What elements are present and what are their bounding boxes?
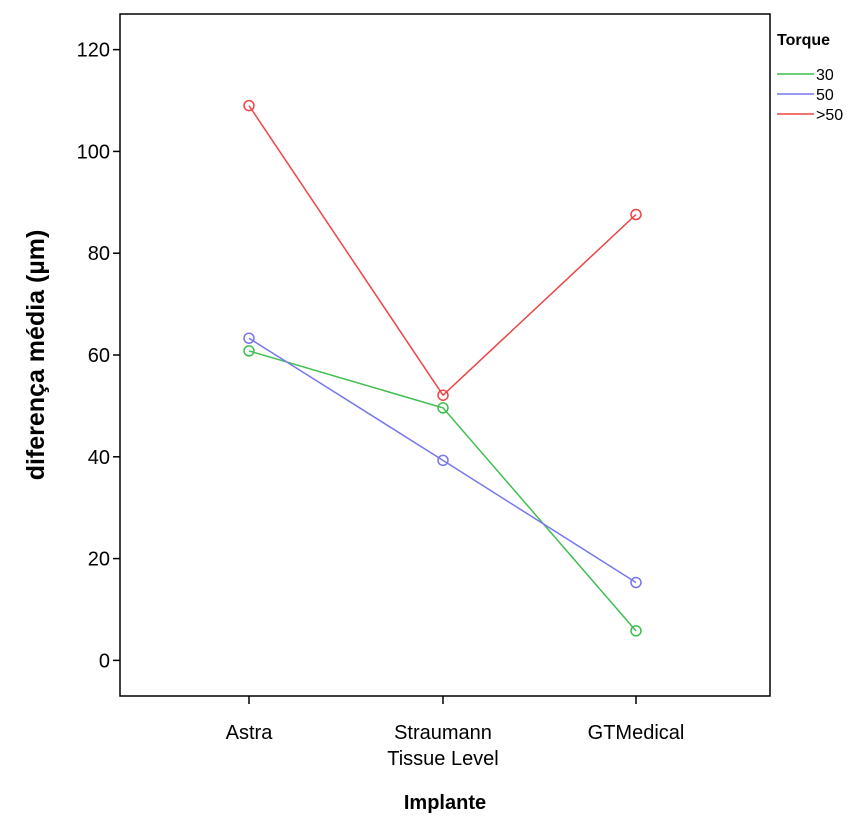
y-tick-label: 120: [77, 40, 110, 62]
y-tick-label: 0: [99, 650, 110, 672]
y-tick-label: 100: [77, 141, 110, 163]
x-tick-label: Astra: [226, 722, 274, 744]
y-tick-label: 40: [88, 447, 110, 469]
plot-frame: [119, 13, 771, 697]
x-axis: Astra Straumann Tissue Level GTMedical: [226, 696, 685, 770]
series-line: [248, 337, 637, 584]
data-point: [243, 345, 255, 357]
data-point: [630, 625, 642, 637]
y-tick-label: 80: [88, 243, 110, 265]
x-axis-title: Implante: [404, 792, 486, 814]
data-point: [630, 576, 642, 589]
y-axis: 0 20 40 60 80 100 120: [77, 40, 120, 672]
data-point: [243, 332, 255, 344]
y-tick-label: 20: [88, 549, 110, 571]
y-axis-title: diferença média (µm): [22, 230, 50, 481]
x-tick-label: Tissue Level: [387, 748, 499, 770]
legend-label: 30: [816, 67, 834, 84]
data-point: [437, 454, 449, 467]
series-line: [248, 350, 637, 632]
data-point: [437, 402, 449, 414]
data-point: [437, 389, 449, 401]
series-line: [248, 105, 637, 397]
data-point: [243, 99, 255, 112]
legend-label: 50: [816, 87, 834, 104]
y-tick-label: 60: [88, 345, 110, 367]
legend: Torque 30 50 >50: [777, 32, 843, 124]
legend-title: Torque: [777, 32, 830, 49]
data-point: [630, 208, 642, 221]
x-tick-label: Straumann: [394, 722, 492, 744]
legend-label: >50: [816, 107, 843, 124]
series-layer: [243, 99, 642, 637]
x-tick-label: GTMedical: [588, 722, 685, 744]
